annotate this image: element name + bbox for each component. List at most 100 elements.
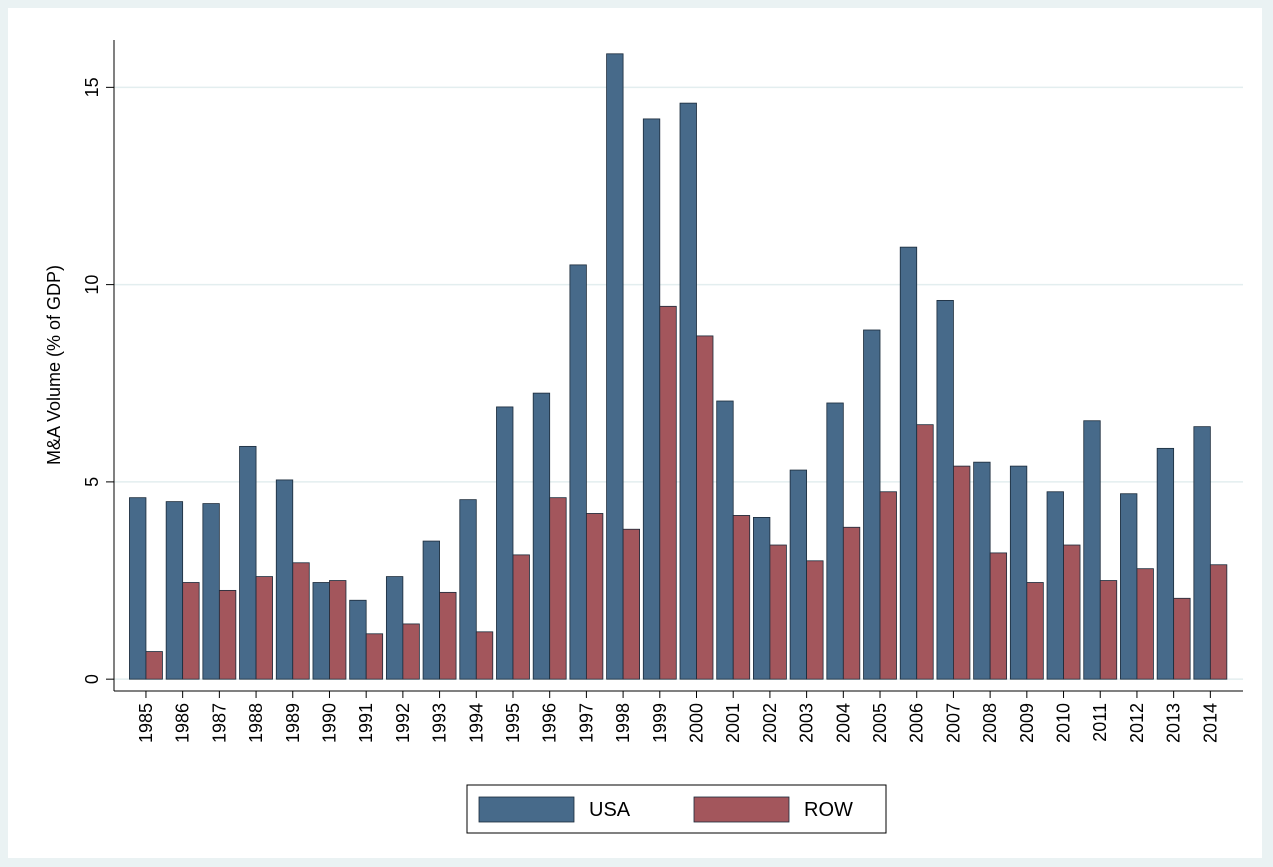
bar: [863, 329, 881, 680]
x-tick-label: 2001: [723, 703, 743, 743]
bar: [826, 402, 844, 680]
bar: [255, 576, 273, 680]
x-tick-label: 1998: [613, 703, 633, 743]
bar: [1083, 420, 1101, 680]
legend-swatch: [478, 796, 575, 823]
bar: [585, 513, 604, 680]
x-tick-label: 2008: [980, 703, 1000, 743]
chart-area: [8, 8, 1262, 858]
bar: [569, 264, 587, 680]
bar: [622, 528, 640, 680]
bar: [402, 623, 420, 680]
x-tick-label: 2005: [870, 703, 890, 743]
bar: [165, 501, 184, 680]
x-tick-label: 1988: [246, 703, 266, 743]
bar: [349, 599, 367, 680]
bar: [1099, 580, 1118, 680]
bar: [549, 497, 567, 680]
legend-label: ROW: [804, 799, 853, 821]
bar: [606, 53, 624, 680]
x-tick-label: 1999: [650, 703, 670, 743]
x-tick-label: 1986: [173, 703, 193, 743]
bar: [312, 582, 330, 680]
bar: [973, 461, 991, 680]
bar: [1009, 465, 1028, 680]
x-tick-label: 1989: [283, 703, 303, 743]
x-tick-label: 1993: [430, 703, 450, 743]
x-tick-label: 2014: [1200, 703, 1220, 743]
bar: [716, 400, 734, 680]
x-tick-label: 1995: [503, 703, 523, 743]
bar: [989, 552, 1008, 680]
bar: [842, 526, 861, 680]
bar: [1120, 493, 1138, 680]
x-tick-label: 2011: [1090, 703, 1110, 742]
bar: [1136, 568, 1154, 680]
x-tick-label: 2009: [1017, 703, 1037, 743]
bar: [1193, 426, 1211, 680]
x-tick-label: 1987: [209, 703, 229, 743]
bar: [936, 299, 954, 680]
bar: [753, 517, 771, 680]
x-tick-label: 1997: [576, 703, 596, 743]
bar: [642, 118, 661, 680]
bar: [696, 335, 714, 680]
bar: [789, 469, 808, 680]
bar: [732, 515, 751, 680]
bar: [475, 631, 494, 680]
bar: [218, 589, 237, 680]
bar: [292, 562, 310, 680]
bar: [385, 576, 404, 680]
bar: [329, 580, 347, 680]
bar: [916, 424, 934, 680]
x-tick-label: 1994: [466, 703, 486, 743]
bar: [275, 479, 294, 680]
bar: [496, 406, 514, 680]
bar: [899, 246, 918, 680]
y-axis-title: M&A Volume (% of GDP): [44, 265, 64, 465]
bar: [659, 305, 677, 680]
bar: [512, 554, 530, 680]
x-tick-label: 2002: [760, 703, 780, 743]
y-tick-label: 10: [82, 275, 102, 295]
bar: [1173, 597, 1191, 680]
bar: [1156, 447, 1175, 680]
bar: [769, 544, 787, 680]
x-tick-label: 2012: [1127, 703, 1147, 743]
bar: [202, 503, 220, 680]
y-tick-label: 15: [82, 77, 102, 97]
x-tick-label: 2006: [907, 703, 927, 743]
bar: [129, 497, 147, 680]
bar: [1209, 564, 1228, 680]
bar: [1026, 582, 1044, 680]
x-tick-label: 1992: [393, 703, 413, 743]
bar: [879, 491, 897, 680]
bar: [1046, 491, 1064, 680]
bar: [422, 540, 440, 680]
x-tick-label: 1985: [136, 703, 156, 743]
y-tick-label: 0: [82, 674, 102, 684]
bar: [439, 591, 457, 680]
x-tick-label: 2003: [797, 703, 817, 743]
x-tick-label: 1991: [356, 703, 376, 743]
bar: [1063, 544, 1081, 680]
bar: [679, 102, 697, 680]
bar: [459, 499, 477, 680]
x-tick-label: 2010: [1054, 703, 1074, 743]
x-tick-label: 2007: [943, 703, 963, 743]
bar: [806, 560, 824, 680]
y-tick-label: 5: [82, 477, 102, 487]
x-tick-label: 1996: [540, 703, 560, 743]
bar: [532, 392, 551, 680]
bar: [953, 465, 971, 680]
x-tick-label: 2000: [687, 703, 707, 743]
x-tick-label: 1990: [319, 703, 339, 743]
bar: [365, 633, 384, 680]
x-tick-label: 2013: [1164, 703, 1184, 743]
x-tick-label: 2004: [833, 703, 853, 743]
bar: [239, 445, 257, 680]
bar: [182, 582, 200, 680]
legend-swatch: [693, 796, 790, 823]
legend-label: USA: [589, 799, 631, 821]
